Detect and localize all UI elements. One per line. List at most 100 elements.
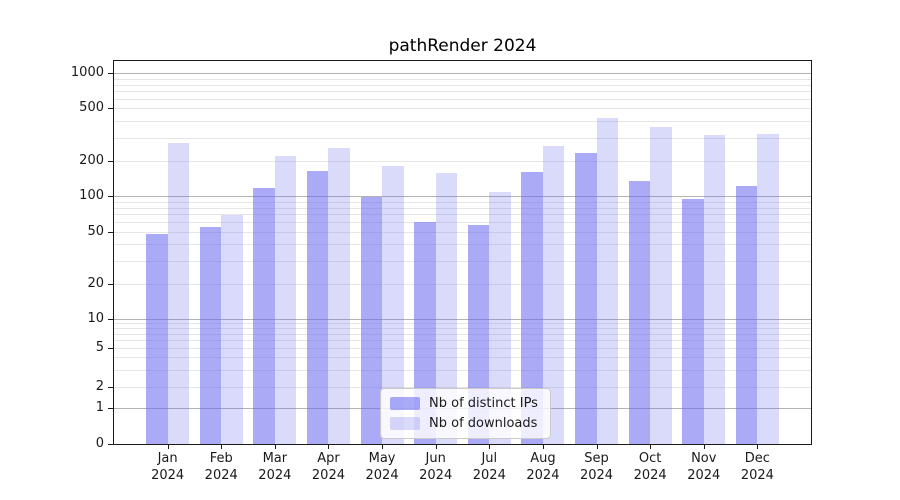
- gridline: [114, 138, 811, 139]
- bar-distinct-ips: [575, 153, 597, 444]
- gridline: [114, 91, 811, 92]
- x-tick-label: Mar 2024: [243, 450, 307, 484]
- gridline: [114, 284, 811, 285]
- x-tick-month: Jul: [481, 451, 498, 466]
- x-tick-month: Mar: [262, 451, 288, 466]
- y-tick-label: 500: [79, 100, 104, 116]
- bar-downloads: [167, 142, 190, 444]
- bar-distinct-ips: [253, 188, 275, 444]
- x-tick-month: Sep: [584, 451, 609, 466]
- y-tick-label: 5: [95, 340, 104, 355]
- y-tick-mark: [108, 348, 113, 349]
- y-tick-mark: [108, 161, 113, 162]
- gridline: [114, 121, 811, 122]
- gridline: [114, 196, 811, 197]
- y-tick-mark: [108, 318, 113, 320]
- bar-distinct-ips: [521, 172, 543, 444]
- x-tick-year: 2024: [526, 468, 560, 483]
- x-tick-mark: [489, 445, 491, 449]
- x-tick-mark: [596, 445, 598, 449]
- y-tick-label: 10: [87, 310, 104, 326]
- x-tick-label: Jun 2024: [404, 450, 468, 484]
- gridline: [114, 232, 811, 233]
- gridline: [114, 323, 811, 324]
- bars-layer: [114, 61, 811, 444]
- gridline: [114, 208, 811, 209]
- x-tick-mark: [274, 445, 276, 449]
- x-tick-year: 2024: [311, 468, 345, 483]
- legend-entry: Nb of distinct IPs: [390, 396, 538, 411]
- x-tick-month: Feb: [209, 451, 233, 466]
- y-tick-mark: [108, 231, 113, 233]
- y-tick-label: 50: [87, 223, 104, 239]
- x-tick-month: Jan: [157, 451, 178, 466]
- x-tick-month: Apr: [317, 451, 340, 466]
- x-tick-year: 2024: [579, 468, 614, 483]
- gridline: [114, 334, 811, 335]
- x-tick-mark: [703, 445, 705, 449]
- gridline: [114, 387, 811, 388]
- bar-distinct-ips: [146, 233, 168, 444]
- y-tick-label: 100: [79, 188, 104, 204]
- bar-downloads: [221, 215, 243, 444]
- x-tick-label: Dec 2024: [725, 450, 789, 484]
- gridline: [114, 108, 811, 109]
- legend-swatch-downloads: [390, 417, 420, 430]
- legend-entry: Nb of downloads: [390, 416, 538, 431]
- x-tick-month: Jun: [425, 451, 446, 466]
- gridline: [114, 222, 811, 223]
- bar-downloads: [703, 134, 726, 444]
- x-tick-label: Jan 2024: [136, 450, 200, 484]
- x-tick-label: Aug 2024: [511, 450, 575, 484]
- x-tick-year: 2024: [419, 468, 453, 483]
- gridlines-layer: [114, 61, 811, 444]
- x-tick-year: 2024: [151, 468, 185, 483]
- x-tick-month: Aug: [530, 451, 556, 466]
- y-tick-label: 1: [95, 400, 104, 415]
- x-tick-year: 2024: [365, 468, 399, 483]
- gridline: [114, 79, 811, 80]
- gridline: [114, 370, 811, 371]
- x-tick-month: May: [368, 451, 396, 466]
- x-tick-month: Oct: [638, 451, 662, 466]
- legend-label: Nb of distinct IPs: [429, 396, 538, 411]
- bar-downloads: [650, 127, 672, 444]
- gridline: [114, 348, 811, 349]
- bar-distinct-ips: [628, 181, 651, 444]
- x-tick-year: 2024: [258, 468, 292, 483]
- legend: Nb of distinct IPs Nb of downloads: [380, 388, 551, 439]
- x-tick-mark: [382, 445, 384, 449]
- y-tick-label: 20: [87, 276, 104, 291]
- y-tick-mark: [108, 196, 113, 198]
- y-tick-label: 2: [95, 379, 104, 394]
- x-tick-label: Oct 2024: [618, 450, 682, 484]
- bar-downloads: [542, 146, 565, 444]
- x-tick-mark: [650, 445, 652, 449]
- x-tick-mark: [221, 445, 223, 449]
- x-tick-year: 2024: [740, 468, 774, 483]
- gridline: [114, 202, 811, 203]
- legend-swatch-distinct-ips: [390, 397, 420, 410]
- bar-distinct-ips: [199, 226, 222, 444]
- y-tick-label: 0: [95, 436, 104, 451]
- gridline: [114, 357, 811, 358]
- bar-downloads: [274, 155, 297, 444]
- bar-distinct-ips: [735, 186, 758, 444]
- gridline: [114, 319, 811, 320]
- legend-label: Nb of downloads: [429, 416, 538, 431]
- y-tick-mark: [108, 284, 113, 285]
- gridline: [114, 261, 811, 262]
- y-tick-label: 200: [79, 153, 104, 168]
- y-tick-label: 1000: [70, 65, 104, 81]
- x-tick-year: 2024: [472, 468, 506, 483]
- bar-downloads: [489, 192, 511, 444]
- bar-downloads: [382, 166, 404, 444]
- x-tick-label: Apr 2024: [296, 450, 360, 484]
- gridline: [114, 85, 811, 86]
- bar-downloads: [435, 173, 458, 444]
- x-tick-label: Jul 2024: [457, 450, 521, 484]
- gridline: [114, 73, 811, 74]
- x-tick-mark: [542, 445, 544, 449]
- bar-distinct-ips: [682, 199, 704, 444]
